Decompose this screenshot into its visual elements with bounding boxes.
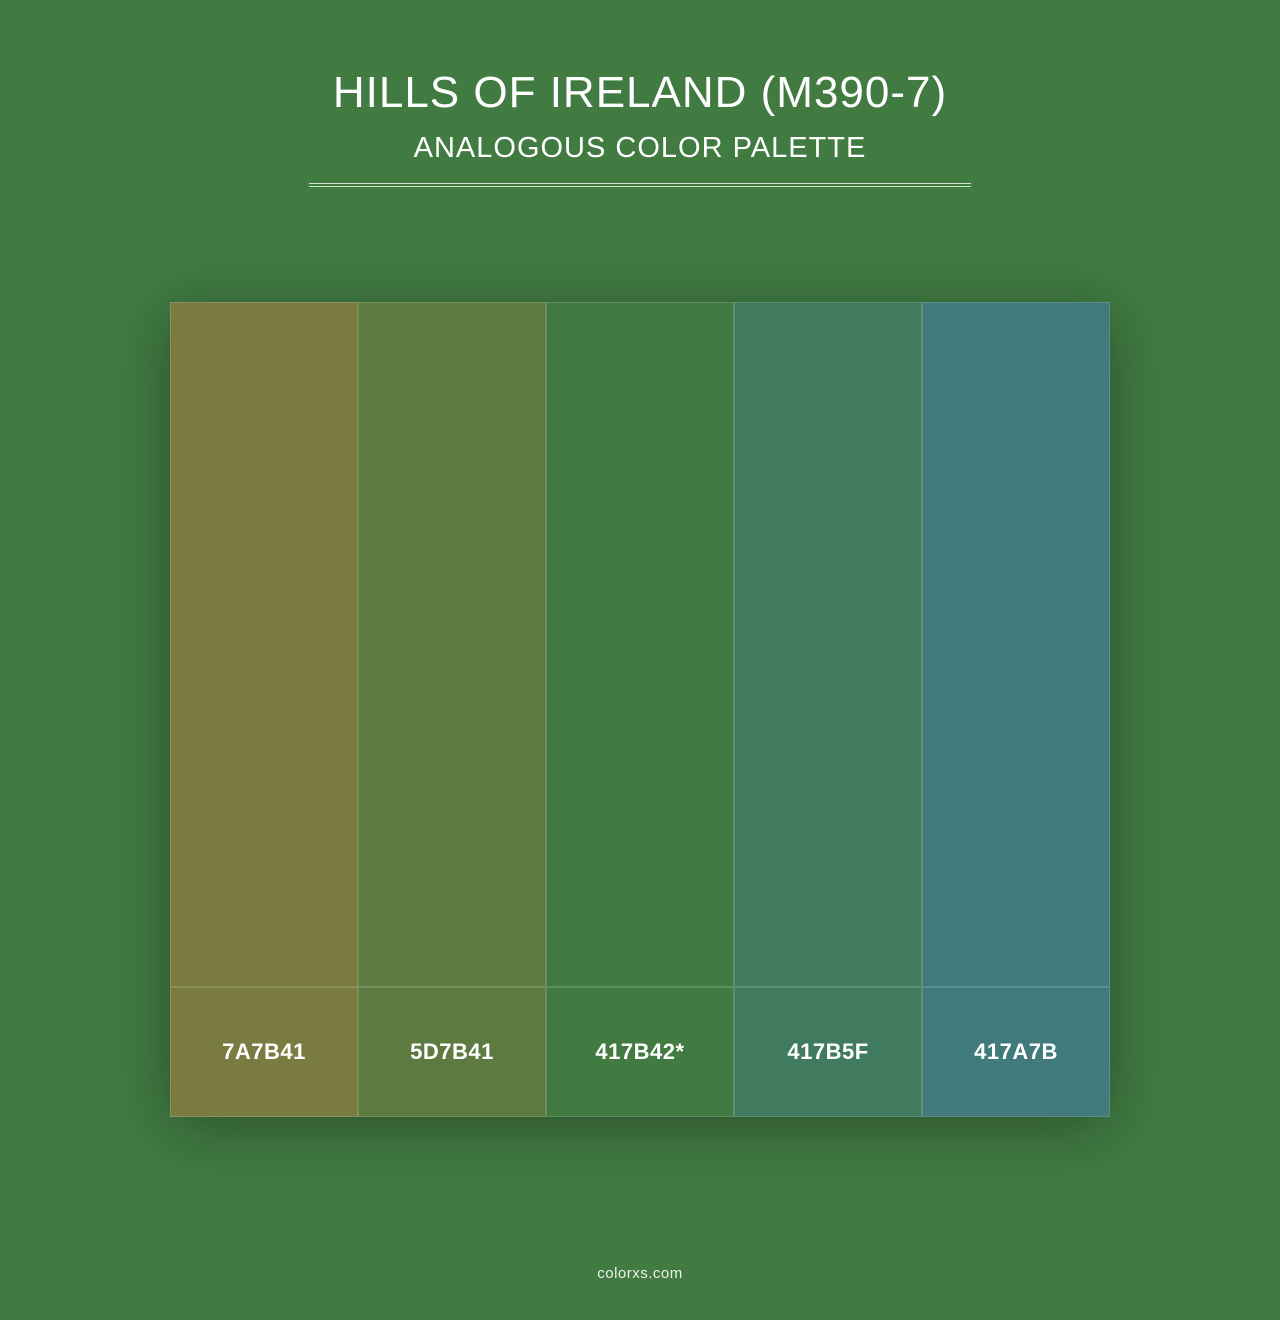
swatch xyxy=(170,302,358,987)
hex-label: 5D7B41 xyxy=(410,1039,494,1065)
swatch-label: 417A7B xyxy=(922,987,1110,1117)
swatch xyxy=(358,302,546,987)
swatch xyxy=(546,302,734,987)
swatch-label: 7A7B41 xyxy=(170,987,358,1117)
divider xyxy=(309,183,971,187)
footer-credit: colorxs.com xyxy=(597,1265,683,1282)
swatch-label: 417B5F xyxy=(734,987,922,1117)
swatch-label: 5D7B41 xyxy=(358,987,546,1117)
swatch xyxy=(922,302,1110,987)
swatch xyxy=(734,302,922,987)
palette-title: HILLS OF IRELAND (M390-7) xyxy=(210,68,1070,118)
hex-label: 417B42* xyxy=(595,1039,684,1065)
hex-label: 417B5F xyxy=(787,1039,868,1065)
header: HILLS OF IRELAND (M390-7) ANALOGOUS COLO… xyxy=(210,68,1070,187)
hex-label: 7A7B41 xyxy=(222,1039,306,1065)
hex-label: 417A7B xyxy=(974,1039,1058,1065)
palette: 7A7B41 5D7B41 417B42* 417B5F 417A7B xyxy=(170,302,1110,1117)
swatch-label: 417B42* xyxy=(546,987,734,1117)
palette-subtitle: ANALOGOUS COLOR PALETTE xyxy=(210,132,1070,165)
swatch-row xyxy=(170,302,1110,987)
label-row: 7A7B41 5D7B41 417B42* 417B5F 417A7B xyxy=(170,987,1110,1117)
